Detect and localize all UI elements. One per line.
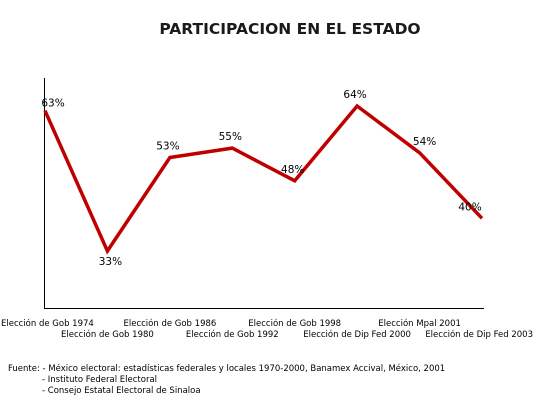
data-label: 55% [219,131,242,143]
source-note: Fuente: - México electoral: estadísticas… [8,364,445,397]
x-tick-label: Elección de Gob 1998 [248,318,341,329]
series-line [43,103,484,255]
x-tick-label: Elección de Gob 1992 [186,329,279,340]
source-line-2: - Instituto Federal Electoral [42,375,158,385]
x-tick-label: Elección de Dip Fed 2003 [425,329,533,340]
x-tick-label: Elección de Gob 1974 [1,318,94,329]
data-label: 64% [343,89,366,101]
data-label: 63% [41,98,64,110]
source-line-1: Fuente: - México electoral: estadísticas… [8,364,446,374]
data-label: 40% [458,201,481,213]
data-label: 33% [99,256,122,268]
data-label: 54% [413,136,436,148]
x-tick-label: Elección de Dip Fed 2000 [303,329,411,340]
x-tick-label: Elección de Gob 1986 [123,318,216,329]
data-labels: 63% 33% 53% 55% 48% 64% 54% 40% [41,89,481,268]
source-line-3: - Consejo Estatal Electoral de Sinaloa [42,386,201,396]
data-label: 53% [156,141,179,153]
chart-title: PARTICIPACION EN EL ESTADO [159,20,420,38]
x-tick-label: Elección de Gob 1980 [61,329,154,340]
x-tick-label: Elección Mpal 2001 [378,318,461,329]
data-label: 48% [281,164,304,176]
